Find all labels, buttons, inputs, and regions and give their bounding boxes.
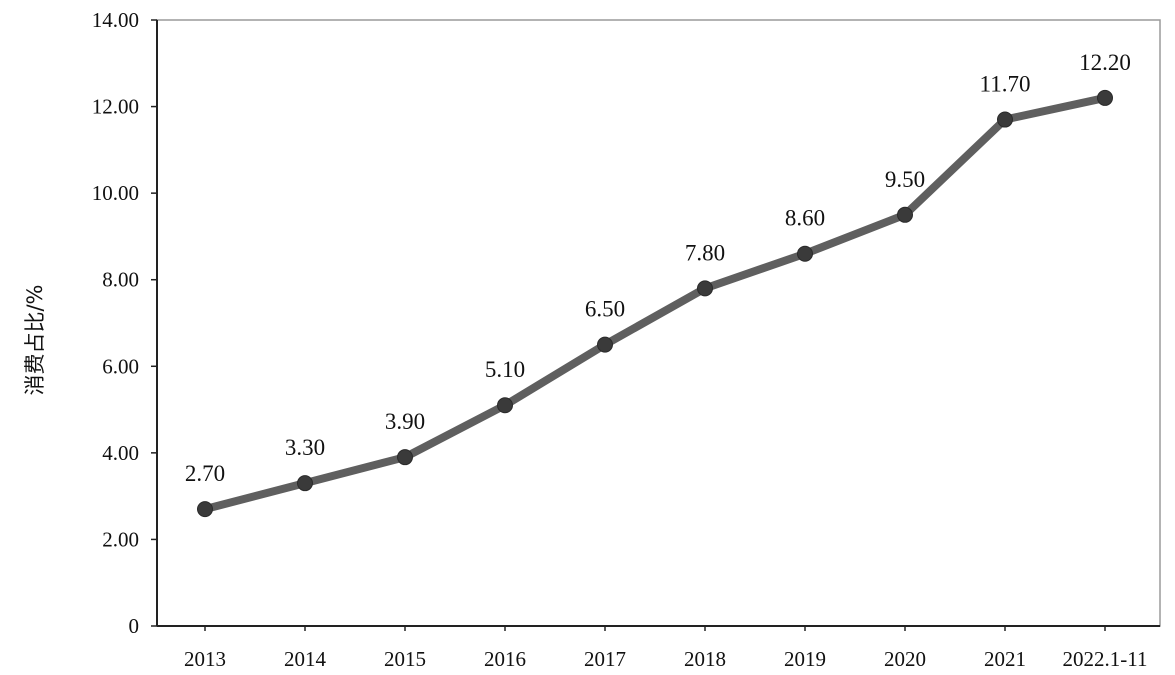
- data-point: [397, 449, 413, 466]
- x-tick-label: 2013: [184, 647, 226, 671]
- data-label: 12.20: [1079, 50, 1131, 75]
- data-label: 5.10: [485, 357, 525, 382]
- data-label: 8.60: [785, 206, 825, 231]
- data-point: [1097, 89, 1113, 106]
- data-point: [897, 206, 913, 223]
- data-label: 7.80: [685, 240, 725, 265]
- data-point: [797, 245, 813, 262]
- y-tick-label: 4.00: [102, 441, 139, 465]
- data-label: 2.70: [185, 461, 225, 486]
- x-tick-label: 2018: [684, 647, 726, 671]
- x-tick-label: 2015: [384, 647, 426, 671]
- data-label: 3.30: [285, 435, 325, 460]
- data-point: [597, 336, 613, 353]
- x-tick-label: 2017: [584, 647, 626, 671]
- y-tick-label: 6.00: [102, 354, 139, 378]
- data-point: [297, 475, 313, 492]
- y-tick-label: 0: [129, 614, 140, 638]
- y-tick-label: 2.00: [102, 527, 139, 551]
- data-point: [997, 111, 1013, 128]
- y-axis-title: 消费占比/%: [23, 284, 47, 395]
- data-point: [197, 501, 213, 518]
- x-tick-label: 2016: [484, 647, 526, 671]
- data-label: 11.70: [980, 72, 1031, 97]
- x-tick-label: 2019: [784, 647, 826, 671]
- data-label: 3.90: [385, 409, 425, 434]
- data-label: 6.50: [585, 297, 625, 322]
- data-label: 9.50: [885, 167, 925, 192]
- y-tick-label: 8.00: [102, 268, 139, 292]
- x-tick-label: 2022.1-11: [1063, 647, 1148, 671]
- x-tick-label: 2014: [284, 647, 327, 671]
- data-point: [497, 397, 513, 414]
- x-tick-label: 2020: [884, 647, 926, 671]
- series-line: [201, 93, 1109, 514]
- plot-frame: [156, 19, 1161, 627]
- data-point: [697, 280, 713, 297]
- x-tick-label: 2021: [984, 647, 1026, 671]
- y-tick-label: 14.00: [92, 8, 139, 32]
- y-tick-label: 12.00: [92, 95, 139, 119]
- y-tick-label: 10.00: [92, 181, 139, 205]
